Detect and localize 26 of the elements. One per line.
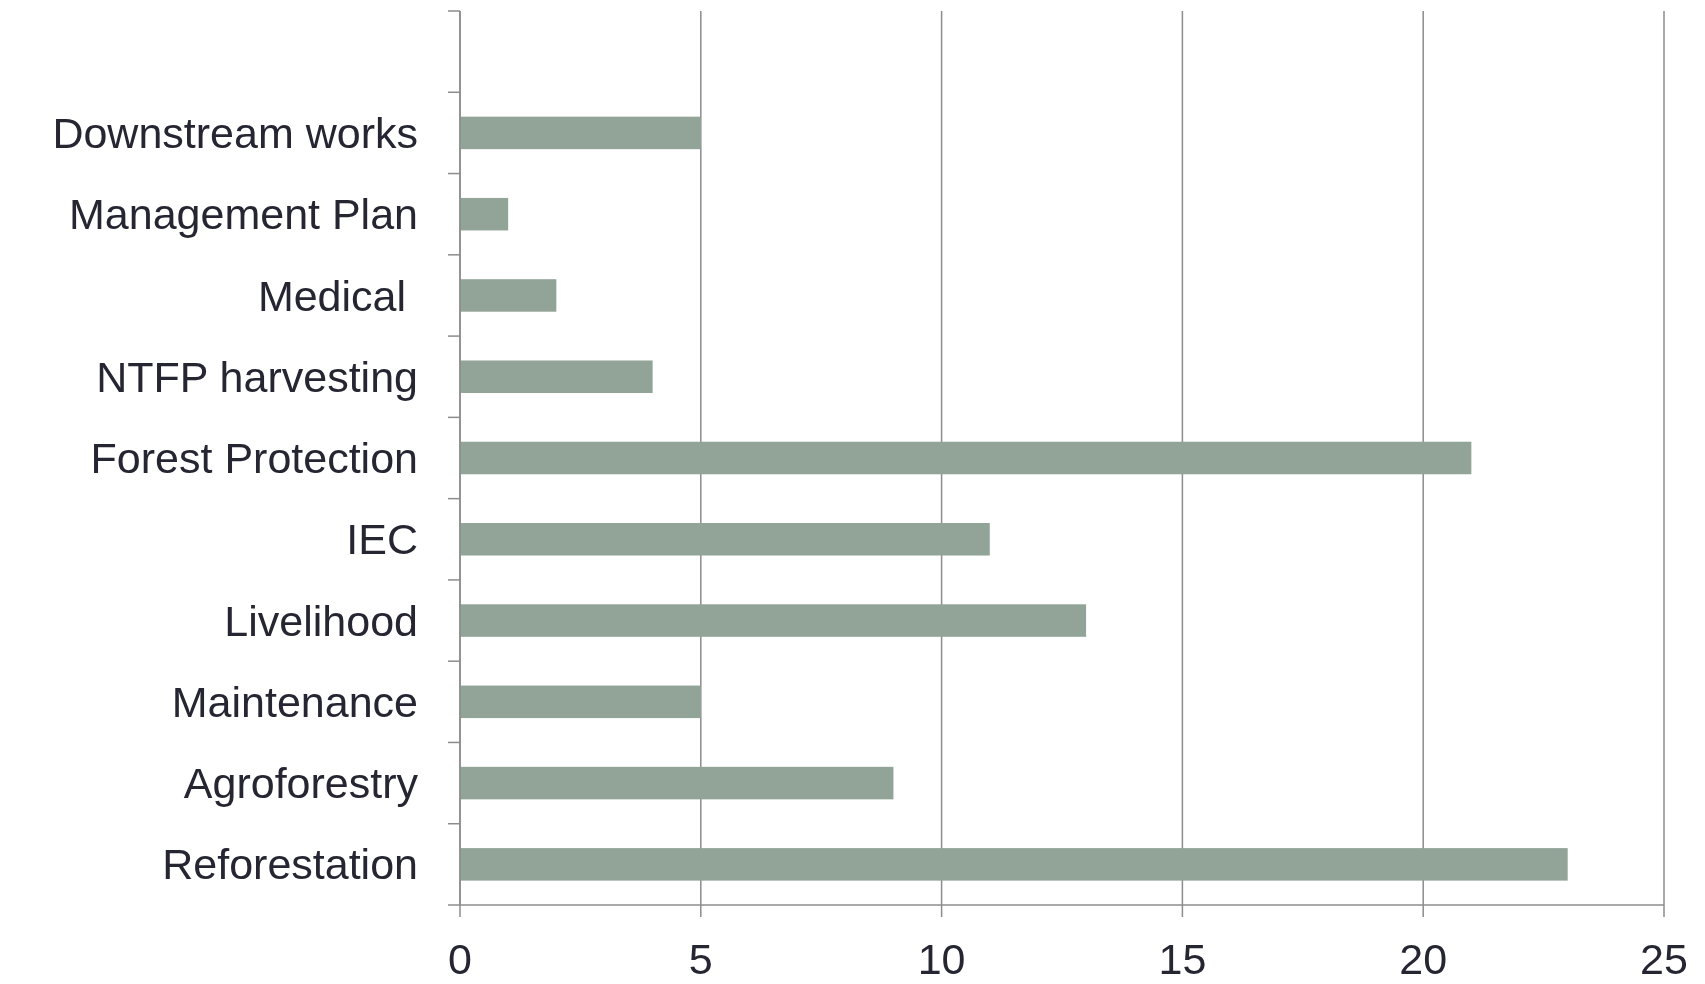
bar [460,197,509,231]
y-tick-label: Forest Protection [90,434,418,483]
y-tick-label: Medical [257,271,418,320]
x-tick-label: 20 [1399,935,1448,983]
bar [460,766,894,800]
bar [460,848,1568,881]
y-tick-label: Downstream works [52,108,418,157]
y-tick-label: Agroforestry [183,759,419,808]
bar [460,441,1472,475]
bar [460,685,701,719]
y-tick-label: Management Plan [69,190,418,239]
y-tick-label: Reforestation [162,840,418,889]
y-tick-label: IEC [346,515,418,564]
x-tick-label: 25 [1640,935,1688,983]
y-tick-label: NTFP harvesting [96,352,418,401]
bar [460,360,653,393]
bar [460,116,701,150]
y-tick-label: Maintenance [171,677,418,726]
x-tick-label: 0 [448,935,472,983]
bar [460,523,990,556]
y-tick-label: Livelihood [224,596,418,645]
x-tick-label: 10 [917,935,966,983]
bar [460,604,1087,637]
bar [460,279,557,312]
x-tick-label: 5 [688,935,713,983]
x-tick-label: 15 [1158,935,1207,983]
